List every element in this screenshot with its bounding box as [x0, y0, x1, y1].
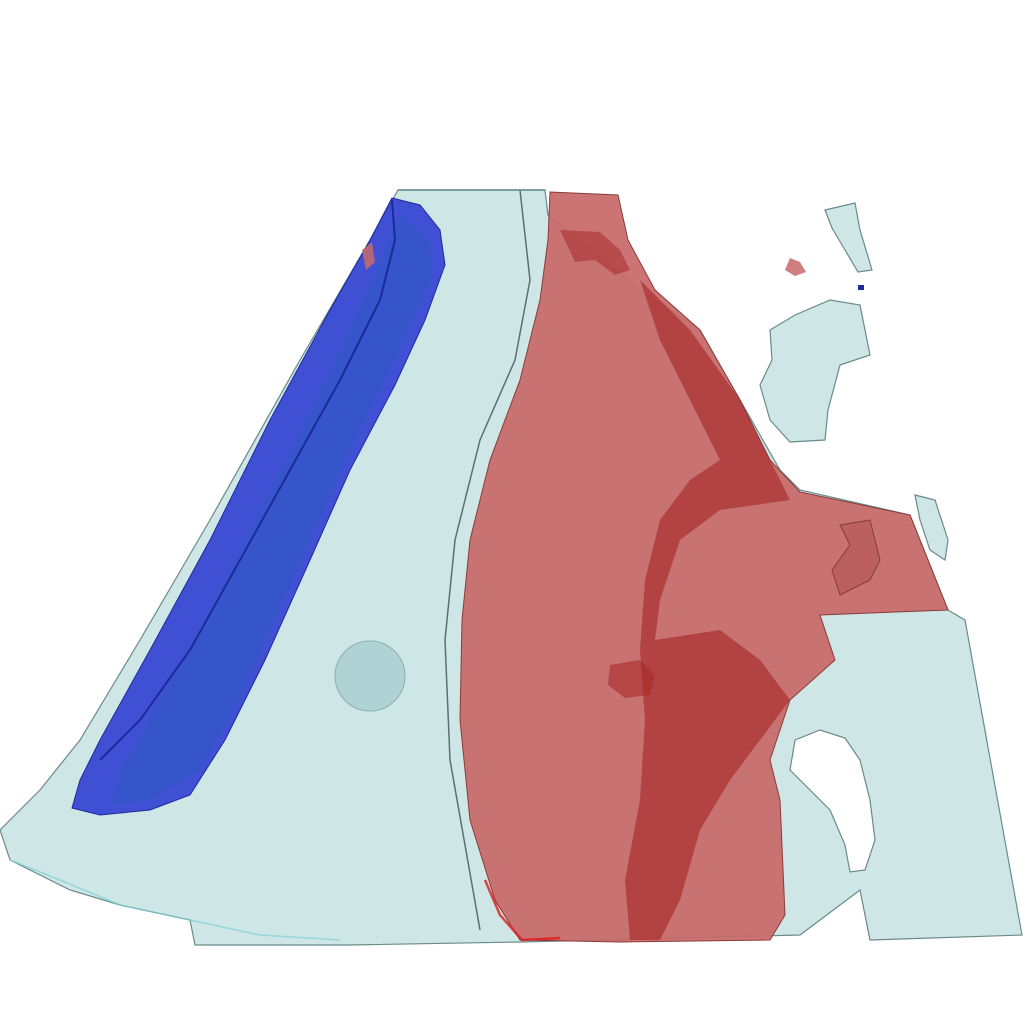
- red-region: [362, 191, 949, 943]
- red-main: [459, 191, 949, 943]
- right-fragment: [759, 299, 871, 443]
- blue-ridge: [99, 199, 397, 761]
- red-small-fragment: [785, 258, 806, 276]
- red-dark-vein-2: [560, 230, 630, 275]
- red-small-fragment-2: [362, 242, 375, 270]
- red-dark-vein-1: [625, 280, 790, 940]
- tiny-blue-dot: [858, 285, 864, 290]
- blue-inner-texture: [110, 215, 432, 805]
- blue-region: [71, 197, 446, 816]
- red-right-blob: [831, 519, 881, 596]
- hole-outline: [789, 729, 876, 873]
- upper-right-fragment: [824, 202, 873, 273]
- sphere-marker: [334, 640, 406, 712]
- small-right-fragment: [914, 494, 949, 562]
- red-lower-rim: [483, 879, 561, 942]
- red-dark-patch: [608, 660, 655, 698]
- divider-line: [444, 189, 531, 931]
- translucent-lower-rim: [9, 859, 341, 941]
